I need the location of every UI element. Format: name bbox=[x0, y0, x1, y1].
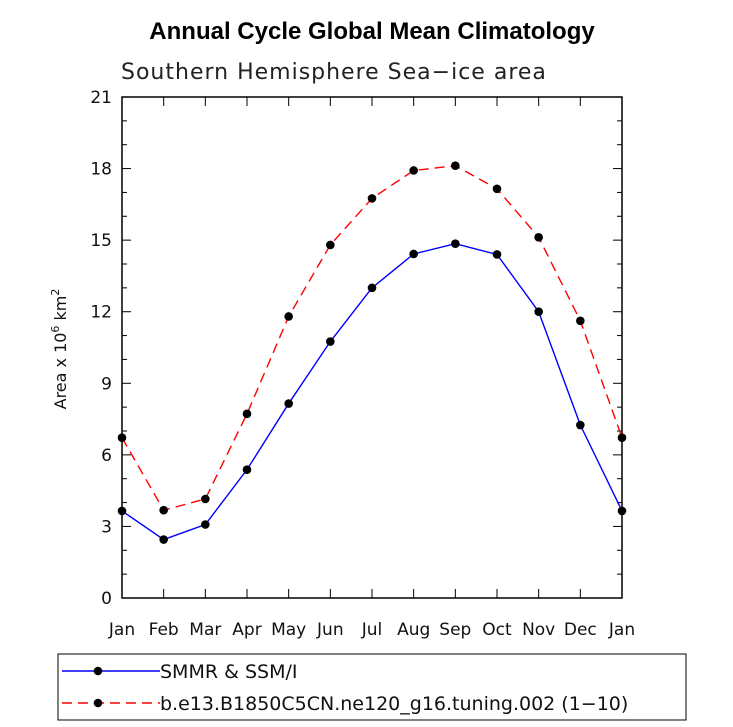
series-2-point bbox=[534, 232, 543, 242]
y-axis-label-text: Area x 10 bbox=[51, 333, 70, 410]
series-1-point bbox=[326, 337, 335, 346]
series-line-2 bbox=[121, 164, 623, 512]
x-tick-label: Jan bbox=[608, 620, 635, 640]
x-tick-label: Dec bbox=[564, 620, 597, 640]
chart-subtitle: Southern Hemisphere Sea−ice area bbox=[121, 60, 547, 85]
series-2-point bbox=[159, 505, 168, 515]
series-1-point bbox=[409, 249, 418, 259]
series-1-point bbox=[576, 420, 585, 430]
y-tick-label: 12 bbox=[90, 303, 112, 323]
x-tick-label: Jul bbox=[361, 620, 383, 640]
y-tick-label: 0 bbox=[101, 589, 112, 609]
x-tick-label: Apr bbox=[232, 620, 261, 640]
x-tick-label: Jun bbox=[316, 620, 344, 640]
series-2-point bbox=[409, 166, 418, 175]
series-2-point bbox=[242, 409, 252, 419]
series-2-point bbox=[284, 312, 293, 321]
y-tick-label: 3 bbox=[101, 517, 112, 537]
series-1-point bbox=[451, 239, 460, 249]
legend-marker-2 bbox=[93, 698, 103, 708]
y-tick-label: 18 bbox=[90, 160, 112, 180]
y-tick-label: 6 bbox=[101, 446, 112, 466]
legend-label-1: SMMR & SSM/I bbox=[160, 661, 297, 683]
series-2-point bbox=[326, 240, 335, 250]
x-tick-label: Mar bbox=[189, 620, 221, 640]
series-layer bbox=[117, 161, 627, 544]
series-1-point bbox=[201, 520, 210, 529]
legend-label-2: b.e13.B1850C5CN.ne120_g16.tuning.002 (1−… bbox=[160, 693, 628, 715]
x-tick-label: Feb bbox=[149, 620, 179, 640]
series-2-point bbox=[576, 316, 585, 326]
series-2-point bbox=[451, 161, 460, 171]
legend-box bbox=[57, 653, 687, 721]
series-2-point bbox=[367, 194, 377, 203]
series-2-point bbox=[492, 184, 502, 194]
series-1-point bbox=[534, 307, 543, 317]
x-tick-label: Sep bbox=[439, 620, 471, 640]
y-axis-label: Area x 106 km2 bbox=[49, 289, 70, 410]
axis-ticks: 0 3 6 9 12 15 18 21 Jan Feb Mar Apr May Jun Jul Aug Sep O… bbox=[90, 88, 635, 640]
y-axis-label-exponent: 6 bbox=[49, 326, 62, 333]
y-tick-label: 15 bbox=[90, 231, 112, 251]
y-axis-label-unit: km bbox=[51, 296, 70, 326]
chart-title: Annual Cycle Global Mean Climatology bbox=[149, 18, 595, 45]
legend: SMMR & SSM/I b.e13.B1850C5CN.ne120_g16.tu… bbox=[57, 653, 687, 721]
series-1-point bbox=[242, 465, 252, 474]
x-tick-label: Jan bbox=[108, 620, 135, 640]
x-tick-label: May bbox=[271, 620, 306, 640]
series-1-point bbox=[367, 283, 377, 293]
y-axis-label-unit-exponent: 2 bbox=[49, 289, 62, 296]
series-1-point bbox=[492, 250, 502, 259]
y-tick-label: 9 bbox=[101, 374, 112, 394]
y-tick-label: 21 bbox=[90, 88, 112, 108]
plot-frame bbox=[121, 96, 623, 599]
series-1-point bbox=[284, 399, 293, 408]
series-2-point bbox=[201, 494, 210, 504]
x-tick-label: Aug bbox=[397, 620, 430, 640]
series-1-point bbox=[159, 535, 168, 544]
x-tick-label: Oct bbox=[482, 620, 512, 640]
x-tick-label: Nov bbox=[522, 620, 555, 640]
legend-marker-1 bbox=[93, 666, 103, 676]
